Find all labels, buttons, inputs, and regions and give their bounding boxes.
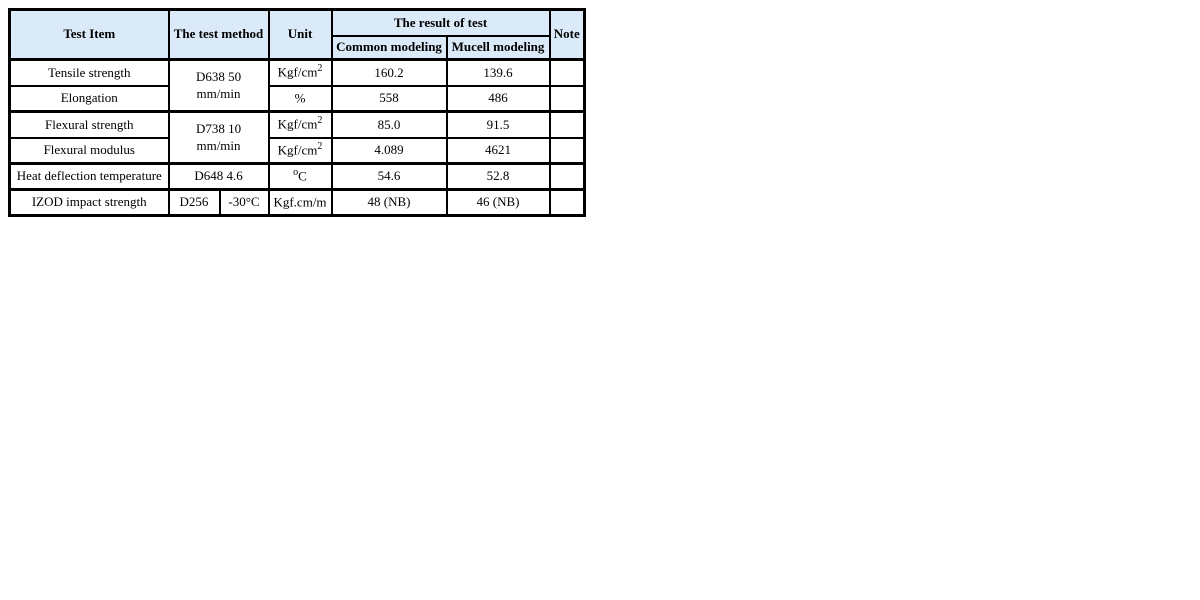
item-cell: IZOD impact strength <box>8 188 170 217</box>
test-results-table: Test Item The test method Unit The resul… <box>8 8 587 217</box>
unit-base: Kgf/cm <box>277 116 318 132</box>
mucell-modeling-value-cell: 139.6 <box>445 58 551 87</box>
common-modeling-value-cell: 48 (NB) <box>330 188 448 217</box>
row-flexural-modulus: Flexural modulus Kgf/cm2 4.089 4621 <box>8 136 586 165</box>
header-test-method: The test method <box>167 8 270 61</box>
method-cell: D638 50 mm/min <box>167 58 270 113</box>
row-flexural-strength: Flexural strength D738 10 mm/min Kgf/cm2… <box>8 110 586 165</box>
header-unit: Unit <box>267 8 333 61</box>
common-modeling-value-cell: 85.0 <box>330 110 448 139</box>
item-cell: Heat deflection temperature <box>8 162 170 191</box>
row-tensile-strength: Tensile strength D638 50 mm/min Kgf/cm2 … <box>8 58 586 113</box>
header-note: Note <box>548 8 586 61</box>
method-cell-temperature: -30°C <box>218 188 270 217</box>
unit-post-sup: 2 <box>317 63 323 75</box>
header-common-modeling: Common modeling <box>330 34 448 61</box>
note-cell <box>548 110 586 139</box>
header-row-2: Common modeling Mucell modeling <box>10 34 585 61</box>
unit-cell: oC <box>267 162 333 191</box>
mucell-modeling-value-cell: 486 <box>445 84 551 113</box>
common-modeling-value-cell: 558 <box>330 84 448 113</box>
table-body: Tensile strength D638 50 mm/min Kgf/cm2 … <box>8 58 586 217</box>
table-header: Test Item The test method Unit The resul… <box>8 8 586 61</box>
unit-base: Kgf.cm/m <box>273 194 327 210</box>
note-cell <box>548 136 586 165</box>
mucell-modeling-value-cell: 52.8 <box>445 162 551 191</box>
note-cell <box>548 58 586 87</box>
note-cell <box>548 188 586 217</box>
common-modeling-value-cell: 54.6 <box>330 162 448 191</box>
unit-cell: Kgf.cm/m <box>267 188 333 217</box>
header-mucell-modeling: Mucell modeling <box>445 34 551 61</box>
item-cell: Flexural strength <box>8 110 170 139</box>
unit-pre-sup: o <box>293 167 299 179</box>
header-result-of-test: The result of test <box>330 8 551 37</box>
common-modeling-value-cell: 160.2 <box>330 58 448 87</box>
unit-cell: Kgf/cm2 <box>267 110 333 139</box>
method-cell-standard: D256 <box>167 188 221 217</box>
method-cell: D648 4.6 <box>167 162 270 191</box>
item-cell: Tensile strength <box>8 58 170 87</box>
mucell-modeling-value-cell: 46 (NB) <box>445 188 551 217</box>
unit-cell: % <box>267 84 333 113</box>
item-cell: Flexural modulus <box>8 136 170 165</box>
row-heat-deflection-temperature: Heat deflection temperature D648 4.6 oC … <box>8 162 586 191</box>
unit-cell: Kgf/cm2 <box>267 136 333 165</box>
mucell-modeling-value-cell: 91.5 <box>445 110 551 139</box>
unit-base: % <box>294 90 306 106</box>
header-test-item: Test Item <box>8 8 170 61</box>
unit-base: Kgf/cm <box>277 64 318 80</box>
unit-base: C <box>298 168 307 184</box>
common-modeling-value-cell: 4.089 <box>330 136 448 165</box>
row-izod-impact-strength: IZOD impact strength D256 -30°C Kgf.cm/m… <box>8 188 586 217</box>
method-cell: D738 10 mm/min <box>167 110 270 165</box>
row-elongation: Elongation % 558 486 <box>8 84 586 113</box>
unit-cell: Kgf/cm2 <box>267 58 333 87</box>
item-cell: Elongation <box>8 84 170 113</box>
unit-base: Kgf/cm <box>277 142 318 158</box>
unit-post-sup: 2 <box>317 115 323 127</box>
header-row-1: Test Item The test method Unit The resul… <box>8 8 586 61</box>
note-cell <box>548 162 586 191</box>
note-cell <box>548 84 586 113</box>
mucell-modeling-value-cell: 4621 <box>445 136 551 165</box>
unit-post-sup: 2 <box>317 140 323 152</box>
